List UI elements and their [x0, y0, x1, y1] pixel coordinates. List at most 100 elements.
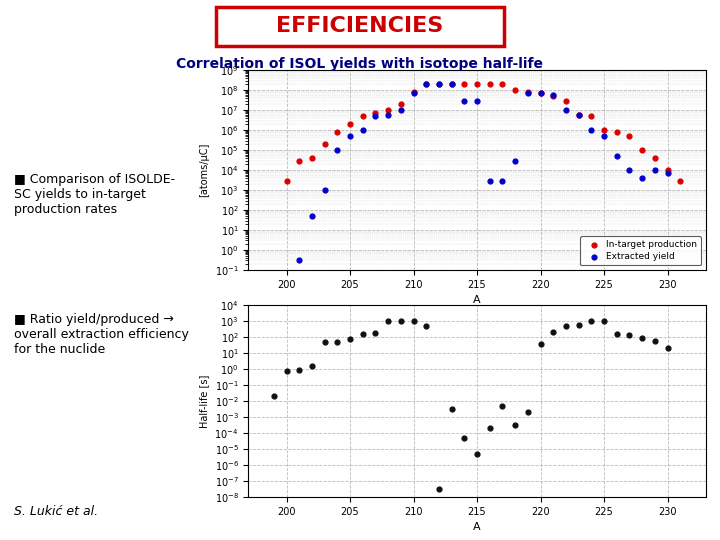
Extracted yield: [357, 126, 369, 134]
Point: [662, 344, 673, 353]
In-target production: [624, 132, 635, 140]
Point: [408, 317, 419, 326]
Point: [281, 367, 292, 376]
Extracted yield: [331, 146, 343, 154]
In-target production: [319, 140, 330, 149]
Extracted yield: [662, 169, 673, 178]
Text: ■ Comparison of ISOLDE-
SC yields to in-target
production rates: ■ Comparison of ISOLDE- SC yields to in-…: [14, 173, 176, 216]
In-target production: [509, 86, 521, 94]
Point: [573, 320, 585, 329]
Point: [294, 366, 305, 374]
In-target production: [306, 154, 318, 163]
Point: [497, 401, 508, 410]
In-target production: [433, 80, 445, 89]
Extracted yield: [306, 212, 318, 220]
Extracted yield: [433, 80, 445, 89]
Extracted yield: [598, 132, 610, 140]
X-axis label: A: A: [473, 522, 481, 532]
In-target production: [484, 80, 495, 89]
Point: [446, 405, 457, 414]
Point: [547, 328, 559, 336]
In-target production: [547, 92, 559, 100]
Extracted yield: [446, 80, 457, 89]
Point: [649, 336, 660, 345]
Extracted yield: [611, 152, 623, 160]
In-target production: [662, 166, 673, 174]
Extracted yield: [497, 176, 508, 185]
Extracted yield: [369, 112, 381, 120]
In-target production: [675, 176, 686, 185]
In-target production: [446, 80, 457, 89]
Point: [344, 334, 356, 343]
Text: ■ Ratio yield/produced →
overall extraction efficiency
for the nuclide: ■ Ratio yield/produced → overall extract…: [14, 313, 189, 356]
Point: [522, 408, 534, 416]
In-target production: [649, 154, 660, 163]
Point: [331, 338, 343, 346]
Point: [369, 329, 381, 338]
Extracted yield: [382, 110, 394, 119]
In-target production: [560, 96, 572, 105]
Extracted yield: [573, 110, 585, 119]
In-target production: [395, 100, 407, 109]
Extracted yield: [649, 166, 660, 174]
In-target production: [420, 80, 432, 89]
In-target production: [522, 88, 534, 97]
Legend: In-target production, Extracted yield: In-target production, Extracted yield: [580, 236, 701, 266]
Point: [306, 362, 318, 370]
Point: [395, 317, 407, 326]
Text: EFFICIENCIES: EFFICIENCIES: [276, 16, 444, 37]
In-target production: [281, 176, 292, 185]
Point: [433, 485, 445, 494]
Point: [598, 317, 610, 326]
In-target production: [585, 112, 597, 120]
In-target production: [294, 156, 305, 165]
FancyBboxPatch shape: [216, 7, 504, 46]
Point: [357, 330, 369, 339]
Point: [268, 392, 279, 401]
Point: [624, 330, 635, 339]
Point: [535, 340, 546, 348]
Extracted yield: [585, 126, 597, 134]
In-target production: [408, 88, 419, 97]
In-target production: [636, 146, 648, 154]
Extracted yield: [560, 106, 572, 114]
In-target production: [472, 80, 483, 89]
Point: [319, 338, 330, 346]
Extracted yield: [408, 89, 419, 98]
X-axis label: A: A: [473, 295, 481, 305]
Point: [459, 434, 470, 442]
Y-axis label: [atoms/μC]: [atoms/μC]: [199, 143, 210, 197]
Extracted yield: [344, 132, 356, 140]
Text: S. Lukić et al.: S. Lukić et al.: [14, 505, 99, 518]
Point: [484, 424, 495, 433]
Point: [420, 321, 432, 330]
Point: [382, 317, 394, 326]
Extracted yield: [472, 96, 483, 105]
Extracted yield: [509, 156, 521, 165]
Point: [585, 317, 597, 326]
In-target production: [357, 112, 369, 120]
In-target production: [369, 109, 381, 118]
Extracted yield: [484, 176, 495, 185]
Point: [611, 329, 623, 338]
In-target production: [598, 126, 610, 134]
In-target production: [382, 106, 394, 114]
Extracted yield: [459, 96, 470, 105]
Y-axis label: Half-life [s]: Half-life [s]: [199, 374, 209, 428]
In-target production: [344, 120, 356, 129]
Point: [472, 449, 483, 458]
Point: [636, 334, 648, 342]
In-target production: [459, 80, 470, 89]
Point: [560, 321, 572, 330]
In-target production: [611, 128, 623, 137]
In-target production: [535, 89, 546, 98]
Extracted yield: [547, 90, 559, 99]
Extracted yield: [522, 89, 534, 98]
Extracted yield: [294, 256, 305, 265]
In-target production: [497, 80, 508, 89]
Extracted yield: [624, 166, 635, 174]
In-target production: [331, 128, 343, 137]
In-target production: [573, 110, 585, 119]
Extracted yield: [535, 89, 546, 98]
Extracted yield: [636, 174, 648, 183]
